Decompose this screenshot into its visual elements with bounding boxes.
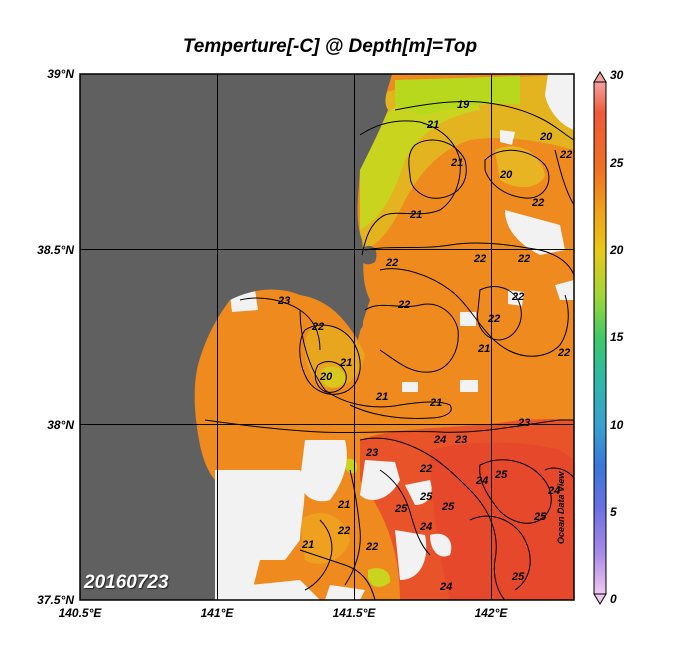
contour-label: 25 <box>533 511 547 523</box>
colorbar-tick-label: 0 <box>610 592 617 606</box>
contour-label: 22 <box>531 197 544 209</box>
contour-label: 22 <box>365 541 378 553</box>
contour-label: 21 <box>337 499 350 511</box>
contour-label: 22 <box>337 525 350 537</box>
lon-tick-label: 142°E <box>474 606 508 620</box>
colorbar-bottom-arrow <box>593 593 607 605</box>
contour-label: 21 <box>409 209 422 221</box>
contour-label: 22 <box>397 299 410 311</box>
contour-label: 23 <box>517 417 530 429</box>
map-area <box>80 74 574 600</box>
contour-label: 24 <box>419 521 432 533</box>
contour-label: 23 <box>277 295 290 307</box>
contour-label: 21 <box>375 391 388 403</box>
land-mass <box>80 74 392 600</box>
contour-label: 23 <box>454 434 467 446</box>
contour-label: 22 <box>311 321 324 333</box>
contour-label: 22 <box>517 253 530 265</box>
contour-label: 21 <box>339 357 352 369</box>
map-grid <box>80 74 574 600</box>
contour-label: 23 <box>365 447 378 459</box>
lat-tick-label: 38°N <box>47 418 74 432</box>
contour-label: 22 <box>385 257 398 269</box>
date-label: 20160723 <box>84 572 169 593</box>
colorbar <box>593 71 607 605</box>
contour-label: 22 <box>487 313 500 325</box>
contour-labels: 19 21 21 21 20 20 22 22 22 22 22 22 22 2… <box>277 99 572 593</box>
watermark: Ocean Data View <box>556 471 566 544</box>
contour-label: 21 <box>301 539 314 551</box>
colorbar-tick-label: 15 <box>610 330 624 344</box>
contour-label: 21 <box>426 119 439 131</box>
contour-label: 24 <box>475 475 488 487</box>
contour-label: 22 <box>557 347 570 359</box>
map-title: Temperture[-C] @ Depth[m]=Top <box>182 36 478 57</box>
contour-label: 21 <box>450 157 463 169</box>
contour-label: 25 <box>511 571 525 583</box>
contour-label: 25 <box>441 501 455 513</box>
contour-label: 20 <box>319 371 333 383</box>
contour-label: 25 <box>394 503 408 515</box>
lat-tick-label: 37.5°N <box>37 593 74 607</box>
lon-tick-label: 141°E <box>200 606 234 620</box>
contour-label: 25 <box>419 491 433 503</box>
lon-tick-label: 140.5°E <box>58 606 102 620</box>
colorbar-tick-label: 30 <box>610 68 624 82</box>
contour-label: 22 <box>419 463 432 475</box>
contour-label: 22 <box>473 253 486 265</box>
contour-label: 22 <box>559 149 572 161</box>
colorbar-tick-label: 10 <box>610 418 624 432</box>
contour-label: 21 <box>429 397 442 409</box>
contour-label: 24 <box>547 485 560 497</box>
contour-label: 24 <box>439 581 452 593</box>
contour-label: 22 <box>511 291 524 303</box>
lat-tick-label: 39°N <box>47 67 74 81</box>
contour-label: 21 <box>477 343 490 355</box>
sea-region-coolest <box>360 78 480 230</box>
contour-label: 19 <box>457 99 470 111</box>
contour-label: 20 <box>539 131 553 143</box>
colorbar-tick-label: 20 <box>610 243 624 257</box>
contour-label: 25 <box>494 469 508 481</box>
colorbar-tick-label: 25 <box>610 156 624 170</box>
no-data-region <box>215 470 305 600</box>
contour-label: 20 <box>499 169 513 181</box>
lon-tick-label: 141.5°E <box>332 606 376 620</box>
colorbar-gradient <box>593 81 607 595</box>
colorbar-top-arrow <box>593 71 607 83</box>
colorbar-tick-label: 5 <box>610 505 617 519</box>
contour-label: 24 <box>433 434 446 446</box>
map-frame <box>79 73 575 601</box>
lat-tick-label: 38.5°N <box>37 243 74 257</box>
